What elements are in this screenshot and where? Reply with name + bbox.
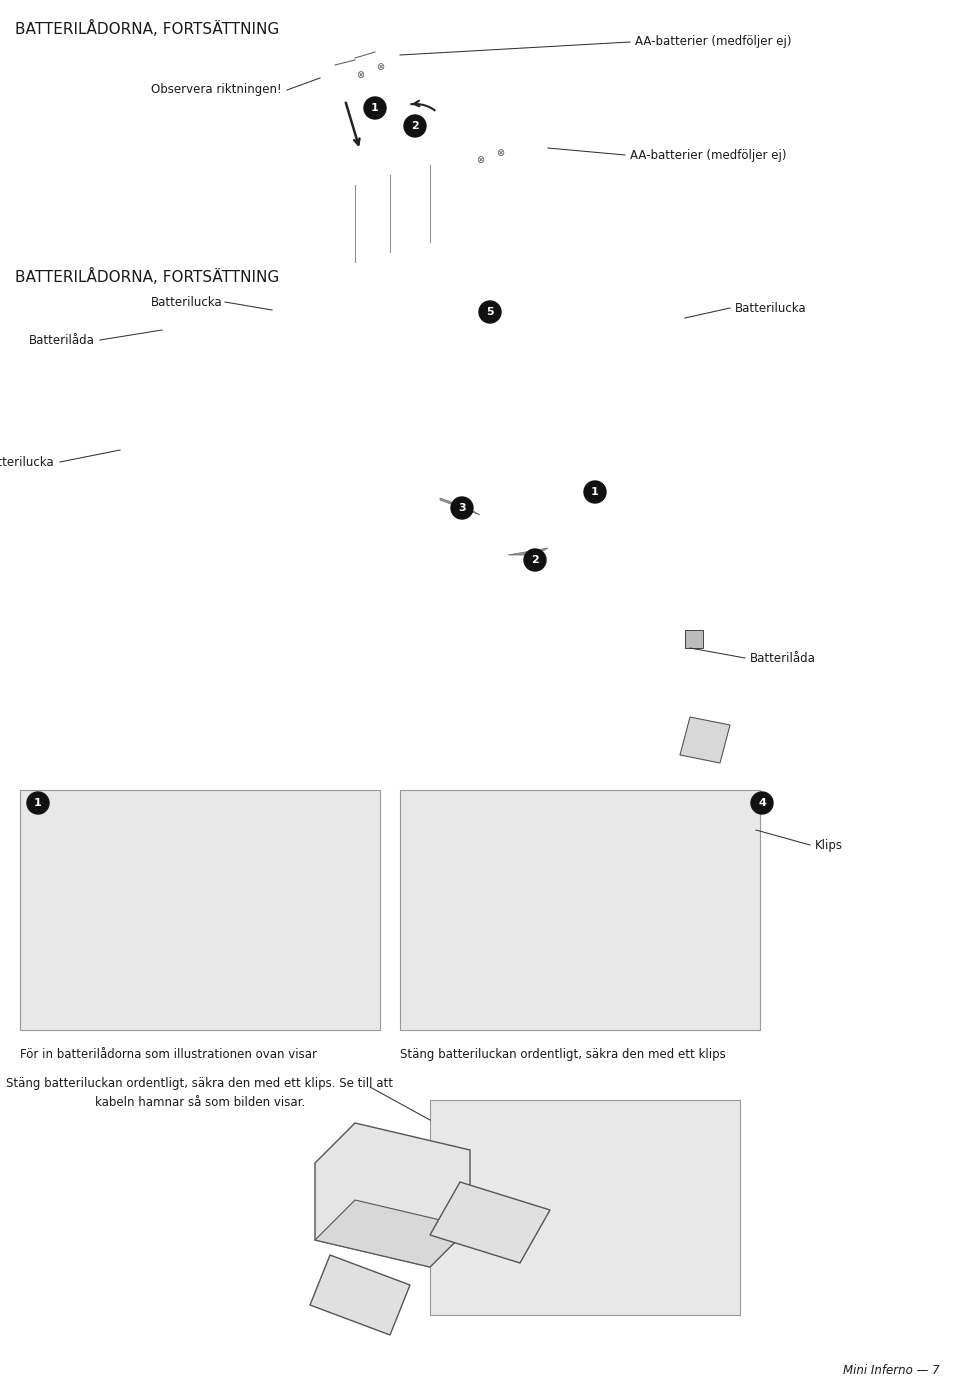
Text: Batterilucka: Batterilucka (0, 456, 55, 468)
Text: 5: 5 (486, 307, 493, 317)
Text: kabeln hamnar så som bilden visar.: kabeln hamnar så som bilden visar. (95, 1096, 305, 1109)
Circle shape (524, 548, 546, 571)
Circle shape (751, 792, 773, 814)
Text: Batterilucka: Batterilucka (735, 302, 806, 314)
Circle shape (479, 301, 501, 323)
Text: AA-batterier (medföljer ej): AA-batterier (medföljer ej) (630, 148, 786, 162)
Bar (400, 789, 760, 1030)
Polygon shape (315, 1199, 470, 1267)
Text: 1: 1 (591, 488, 599, 497)
Text: För in batterilådorna som illustrationen ovan visar: För in batterilådorna som illustrationen… (20, 1048, 317, 1061)
Polygon shape (440, 499, 480, 515)
Text: Observera riktningen!: Observera riktningen! (152, 83, 282, 97)
Circle shape (404, 115, 426, 137)
Circle shape (451, 497, 473, 519)
Text: AA-batterier (medföljer ej): AA-batterier (medföljer ej) (635, 36, 791, 48)
Text: 1: 1 (372, 102, 379, 114)
Bar (20, 789, 380, 1030)
Circle shape (584, 481, 606, 503)
Bar (430, 1100, 740, 1314)
Text: Batterilucka: Batterilucka (151, 295, 222, 309)
Circle shape (364, 97, 386, 119)
Polygon shape (508, 548, 548, 555)
Text: Batterilåda: Batterilåda (29, 334, 95, 346)
Text: Stäng batteriluckan ordentligt, säkra den med ett klips. Se till att: Stäng batteriluckan ordentligt, säkra de… (7, 1078, 394, 1090)
Text: 1: 1 (35, 798, 42, 807)
Bar (685, 630, 703, 648)
Text: ⊗: ⊗ (376, 62, 384, 72)
Text: ⊗: ⊗ (356, 71, 364, 80)
Text: Klips: Klips (815, 838, 843, 852)
Text: 4: 4 (758, 798, 766, 807)
Text: Stäng batteriluckan ordentligt, säkra den med ett klips: Stäng batteriluckan ordentligt, säkra de… (400, 1048, 726, 1061)
Polygon shape (315, 1123, 470, 1267)
Text: 2: 2 (411, 120, 419, 132)
Text: 2: 2 (531, 555, 539, 565)
Text: ⊗: ⊗ (476, 155, 484, 165)
Circle shape (27, 792, 49, 814)
Polygon shape (310, 1255, 410, 1335)
Text: ⊗: ⊗ (496, 148, 504, 158)
Polygon shape (680, 717, 730, 763)
Polygon shape (430, 1181, 550, 1263)
Text: 3: 3 (458, 503, 466, 512)
Text: BATTERILÅDORNA, FORTSÄTTNING: BATTERILÅDORNA, FORTSÄTTNING (15, 269, 279, 285)
Text: BATTERILÅDORNA, FORTSÄTTNING: BATTERILÅDORNA, FORTSÄTTNING (15, 19, 279, 37)
Text: Batterilåda: Batterilåda (750, 651, 816, 665)
Text: Mini Inferno — 7: Mini Inferno — 7 (844, 1363, 940, 1377)
